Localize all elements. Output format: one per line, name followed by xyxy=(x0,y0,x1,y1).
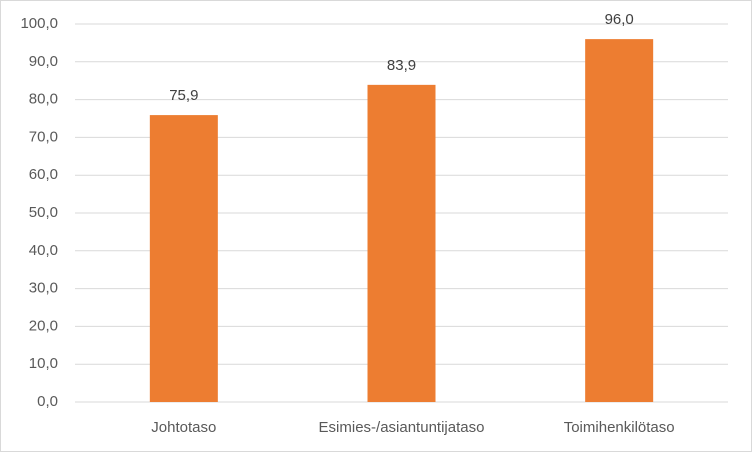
y-tick-label: 100,0 xyxy=(20,15,58,32)
y-tick-label: 40,0 xyxy=(29,242,58,259)
y-tick-label: 50,0 xyxy=(29,204,58,221)
value-label: 83,9 xyxy=(387,57,416,74)
y-tick-label: 90,0 xyxy=(29,53,58,70)
x-tick-label: Toimihenkilötaso xyxy=(564,419,675,436)
y-tick-label: 60,0 xyxy=(29,166,58,183)
value-label: 96,0 xyxy=(605,11,634,28)
y-tick-label: 30,0 xyxy=(29,280,58,297)
bar xyxy=(149,115,218,403)
bar xyxy=(367,84,436,402)
y-tick-label: 80,0 xyxy=(29,91,58,108)
y-tick-label: 0,0 xyxy=(37,393,58,410)
y-tick-label: 70,0 xyxy=(29,128,58,145)
y-tick-label: 10,0 xyxy=(29,355,58,372)
x-tick-label: Johtotaso xyxy=(151,419,216,436)
bar xyxy=(585,39,654,403)
x-tick-label: Esimies-/asiantuntijataso xyxy=(319,419,485,436)
value-label: 75,9 xyxy=(169,87,198,104)
y-tick-label: 20,0 xyxy=(29,317,58,334)
